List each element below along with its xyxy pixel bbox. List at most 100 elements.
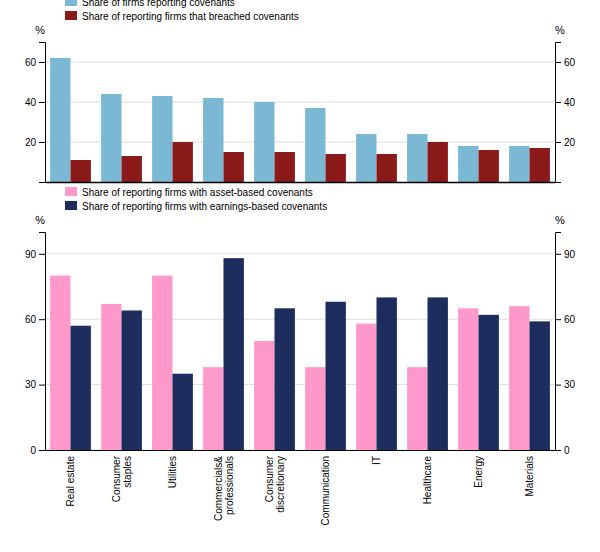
- y-axis-line: [39, 233, 46, 451]
- y-axis-tick-label: 60: [25, 314, 37, 325]
- bar: [71, 160, 91, 182]
- legend-item: Share of reporting firms with earnings-b…: [65, 201, 327, 212]
- bar: [203, 367, 223, 450]
- category-label: Consumerdiscretionary: [264, 455, 286, 512]
- category-label-line: Energy: [473, 456, 484, 488]
- x-axis-tick: Utilities: [167, 450, 178, 488]
- x-axis-tick: IT: [371, 450, 382, 465]
- bar: [101, 304, 121, 450]
- y-axis-tick: 40: [25, 97, 45, 108]
- y-axis-tick: 60: [25, 57, 45, 68]
- category-label-line: Real estate: [65, 456, 76, 507]
- legend-item: Share of reporting firms that breached c…: [65, 11, 299, 22]
- bar: [377, 154, 397, 182]
- grid-line: [45, 62, 555, 63]
- y-axis-tick: 0: [30, 445, 45, 456]
- bar: [275, 152, 295, 182]
- y2-axis-tick-label: 60: [564, 314, 576, 325]
- legend-label: Share of reporting firms with earnings-b…: [82, 201, 327, 212]
- legend-swatch: [65, 0, 77, 6]
- y-axis-tick: 60: [25, 314, 45, 325]
- legend-item: Share of reporting firms with asset-base…: [65, 187, 313, 198]
- y2-axis-tick-mark: [555, 102, 561, 103]
- legend: Share of reporting firms with asset-base…: [65, 187, 327, 212]
- bar: [122, 156, 142, 182]
- bar: [101, 94, 121, 182]
- bar-series: [71, 258, 550, 450]
- y2-axis-line: [556, 233, 562, 451]
- bar: [305, 108, 325, 182]
- bar: [254, 341, 274, 450]
- bars: [50, 58, 550, 182]
- y2-axis-tick-label: 0: [564, 445, 570, 456]
- bar: [326, 154, 346, 182]
- category-label-line: Materials: [524, 456, 535, 497]
- x-axis: [46, 182, 556, 183]
- category-label: Energy: [473, 456, 484, 488]
- y2-axis: 0306090: [555, 233, 576, 456]
- y-axis-label: %: [35, 214, 45, 226]
- y-axis: 20 40 60: [25, 43, 46, 183]
- bars: [50, 258, 550, 450]
- page: {"chart_data": [ {"type": "bar", "catego…: [0, 0, 600, 552]
- y-axis-tick-mark: [39, 385, 45, 386]
- bar: [479, 150, 499, 182]
- y2-axis-label: %: [555, 214, 565, 226]
- bar: [50, 276, 70, 450]
- category-label-line: discretionary: [275, 456, 286, 513]
- legend-label: Share of firms reporting covenants: [82, 0, 235, 8]
- y-axis-tick-label: 40: [25, 97, 37, 108]
- y-axis-tick: 90: [25, 249, 45, 260]
- category-label: Consumerstaples: [111, 455, 133, 502]
- bar: [407, 134, 427, 182]
- x-axis-line: [46, 450, 556, 451]
- bar: [458, 146, 478, 182]
- y-axis: 0 30 60 90: [25, 233, 46, 456]
- category-label-line: Healthcare: [422, 456, 433, 505]
- category-label: Real estate: [65, 456, 76, 507]
- y-axis-tick-mark: [39, 62, 45, 63]
- category-label: Materials: [524, 456, 535, 497]
- bar-series: [50, 58, 529, 182]
- y-axis-tick-mark: [39, 450, 45, 451]
- legend-label: Share of reporting firms with asset-base…: [82, 187, 313, 198]
- bar-series: [71, 142, 550, 182]
- chart-panel: 03060900306090Real estateConsumerstaples…: [25, 187, 576, 525]
- y-axis-tick-label: 20: [25, 137, 37, 148]
- y-axis-tick-mark: [39, 102, 45, 103]
- legend: Share of firms reporting covenants Share …: [65, 0, 299, 22]
- bar: [479, 315, 499, 450]
- bar: [71, 326, 91, 450]
- y2-axis-tick: 20: [555, 137, 576, 148]
- category-label-line: IT: [371, 456, 382, 465]
- bar: [275, 308, 295, 450]
- category-label-line: staples: [122, 456, 133, 488]
- y2-axis-tick-label: 40: [564, 97, 576, 108]
- category-label: Healthcare: [422, 456, 433, 505]
- bar: [509, 306, 529, 450]
- y2-axis-tick: 40: [555, 97, 576, 108]
- x-axis-tick: Real estate: [65, 450, 76, 507]
- y-axis-tick-label: 90: [25, 249, 37, 260]
- bar: [530, 321, 550, 450]
- y-axis-tick: 20: [25, 137, 45, 148]
- y2-axis-tick-label: 20: [564, 137, 576, 148]
- grid: [45, 254, 555, 450]
- y-axis-tick-label: 30: [25, 379, 37, 390]
- y2-axis-tick-mark: [555, 254, 561, 255]
- bar: [152, 276, 172, 450]
- bar-series: [50, 276, 529, 450]
- x-axis-tick: Consumerstaples: [111, 450, 133, 502]
- y2-axis-tick-label: 90: [564, 249, 576, 260]
- x-axis-tick: Consumerdiscretionary: [264, 450, 286, 513]
- category-label: Communication: [320, 456, 331, 525]
- bar: [305, 367, 325, 450]
- x-axis-tick: Healthcare: [422, 450, 433, 504]
- y2-axis-label: %: [555, 24, 565, 36]
- chart-canvas: 20 40 60 20 40 60%% Share of firms reporting c…: [0, 0, 600, 552]
- x-axis-tick: Communication: [320, 450, 331, 525]
- x-axis-tick: Materials: [524, 450, 535, 497]
- category-label: Commercials&professionals: [213, 456, 235, 521]
- y-axis-tick-mark: [39, 254, 45, 255]
- bar: [509, 146, 529, 182]
